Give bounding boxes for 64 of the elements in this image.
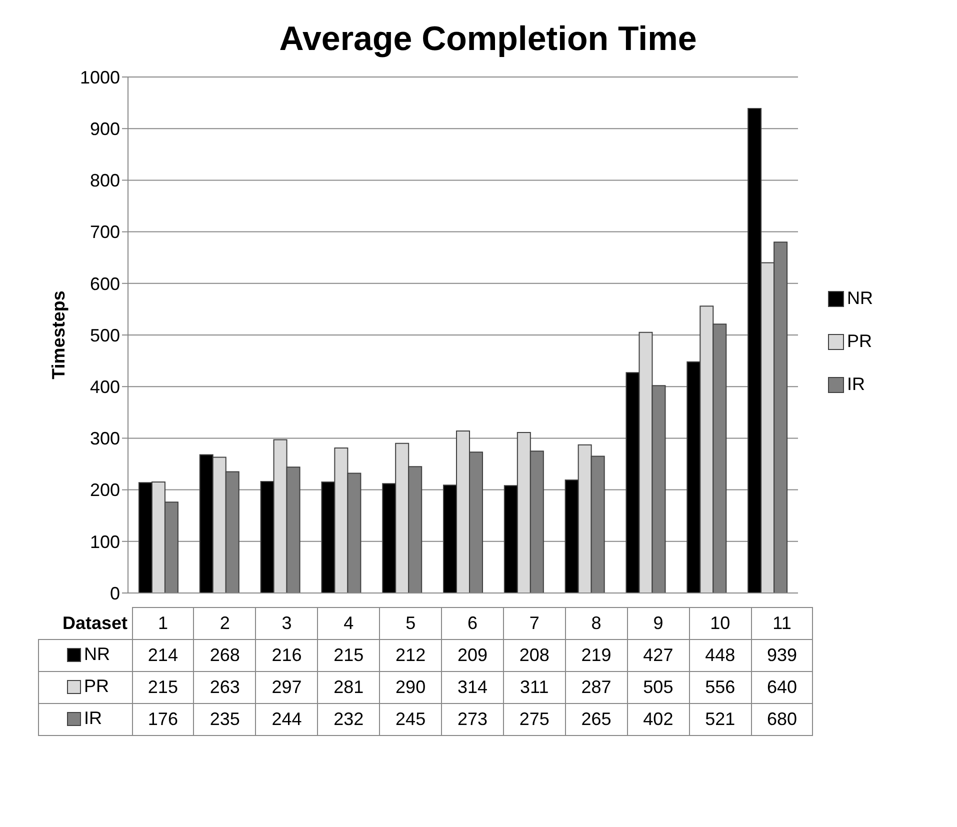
data-label: 216 [256,640,318,672]
data-label: 314 [442,672,504,704]
chart-title: Average Completion Time [278,19,698,60]
y-tick-label: 1000 [80,67,120,88]
data-label: 214 [132,640,194,672]
data-label: 263 [194,672,256,704]
legend-label: IR [847,374,865,395]
y-axis-title: Timesteps [48,290,68,380]
y-tick-label: 0 [110,583,120,604]
data-label: 290 [380,672,442,704]
data-label: 287 [565,672,628,704]
x-tick-label: 4 [318,608,380,640]
x-tick-label: 5 [380,608,442,640]
x-tick-label: 7 [503,608,566,640]
data-label: 273 [442,704,504,736]
data-label: 448 [689,640,752,672]
y-tick-label: 900 [90,118,120,139]
data-label: 265 [565,704,628,736]
data-label: 232 [318,704,380,736]
x-tick-label: 10 [689,608,752,640]
data-label: 427 [627,640,690,672]
y-tick-label: 300 [90,428,120,449]
x-tick-label: 9 [627,608,690,640]
data-label: 311 [503,672,566,704]
data-label: 275 [503,704,566,736]
data-label: 215 [318,640,380,672]
x-tick-label: 1 [132,608,194,640]
y-tick-label: 200 [90,480,120,500]
data-label: 521 [689,704,752,736]
text: PR [84,676,110,696]
legend-label: PR [847,331,872,352]
y-tick-label: 700 [90,222,120,242]
data-label: 219 [565,640,628,672]
x-tick-label: 8 [565,608,628,640]
data-label: 176 [132,704,194,736]
data-label: 281 [318,672,380,704]
data-label: 505 [627,672,690,704]
data-label: 556 [689,672,752,704]
x-axis-title: Dataset [61,612,128,635]
data-label: 215 [132,672,194,704]
data-label: 209 [442,640,504,672]
y-tick-label: 600 [90,274,120,294]
data-label: 212 [380,640,442,672]
x-tick-label: 6 [442,608,504,640]
data-label: 680 [751,704,813,736]
x-tick-label: 3 [256,608,318,640]
data-label: 268 [194,640,256,672]
legend-label: NR [83,644,110,666]
y-tick-label: 500 [90,325,120,346]
text: NR [847,288,873,308]
x-tick-label: 11 [751,608,813,640]
x-tick-label: 2 [194,608,256,640]
data-label: 208 [503,640,566,672]
y-tick-label: 800 [90,170,120,191]
data-label: 235 [194,704,256,736]
y-tick-label: 100 [90,532,120,552]
text: IR [84,708,102,728]
data-label: 297 [256,672,318,704]
data-label: 244 [256,704,318,736]
data-label: 939 [751,640,813,672]
data-label: 245 [380,704,442,736]
y-tick-label: 400 [90,376,120,397]
data-label: 402 [627,704,690,736]
data-label: 640 [751,672,813,704]
